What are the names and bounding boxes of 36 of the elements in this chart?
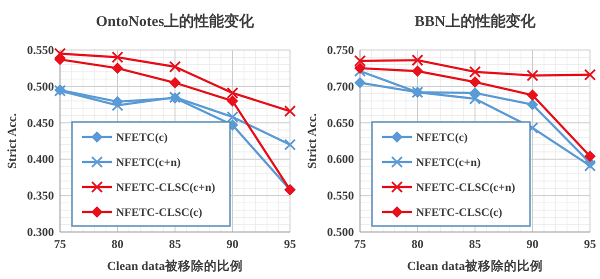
- y-tick-label: 0.300: [27, 225, 54, 239]
- y-tick-label: 0.700: [327, 79, 354, 94]
- x-tick-label: 95: [284, 237, 296, 251]
- x-tick-label: 80: [112, 237, 124, 251]
- x-tick-label: 75: [54, 237, 66, 251]
- y-tick-label: 0.450: [27, 116, 54, 130]
- x-tick-label: 90: [526, 237, 538, 251]
- y-tick-label: 0.400: [27, 152, 54, 166]
- x-tick-label: 90: [226, 237, 238, 251]
- x-axis-title: Clean data被移除的比例: [107, 258, 243, 273]
- x-tick-label: 95: [584, 237, 596, 251]
- y-tick-label: 0.500: [327, 225, 354, 239]
- legend-label: NFETC-CLSC(c): [116, 207, 202, 219]
- x-tick-label: 85: [469, 237, 481, 251]
- y-axis-title: Strict Acc.: [5, 113, 19, 169]
- legend-label: NFETC(c): [116, 132, 168, 144]
- y-axis-title: Strict Acc.: [305, 113, 319, 169]
- x-tick-label: 85: [169, 237, 181, 251]
- legend-label: NFETC-CLSC(c+n): [116, 182, 216, 194]
- y-tick-label: 0.350: [27, 188, 54, 203]
- x-tick-label: 75: [354, 237, 366, 251]
- y-tick-label: 0.750: [327, 43, 354, 57]
- y-tick-label: 0.600: [327, 152, 354, 166]
- x-axis-title: Clean data被移除的比例: [407, 258, 543, 273]
- chart-title: BBN上的性能变化: [414, 12, 536, 30]
- y-tick-label: 0.550: [327, 188, 354, 203]
- legend-label: NFETC-CLSC(c): [416, 207, 502, 219]
- y-tick-label: 0.650: [327, 116, 354, 130]
- x-tick-label: 80: [412, 237, 424, 251]
- chart-title: OntoNotes上的性能变化: [96, 12, 256, 30]
- legend-label: NFETC-CLSC(c+n): [416, 182, 516, 194]
- legend-label: NFETC(c): [416, 132, 468, 144]
- y-tick-label: 0.500: [27, 79, 54, 94]
- legend-label: NFETC(c+n): [116, 157, 181, 169]
- legend-label: NFETC(c+n): [416, 157, 481, 169]
- y-tick-label: 0.550: [27, 43, 54, 57]
